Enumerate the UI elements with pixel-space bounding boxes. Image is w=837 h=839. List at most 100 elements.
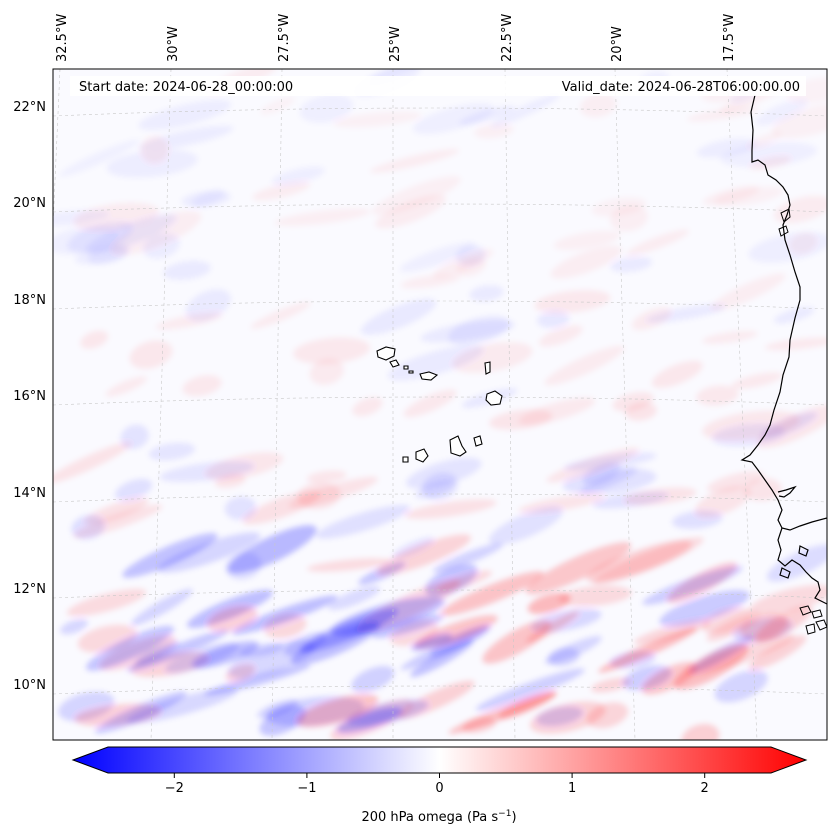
graticule-latitude-line xyxy=(53,685,827,695)
omega-contour-patch xyxy=(749,155,792,170)
omega-contour-patch xyxy=(372,176,461,216)
omega-contour-patch xyxy=(157,532,261,573)
lon-label-17-5w: 17.5°W xyxy=(722,14,737,62)
guinea-bissau-coastline xyxy=(777,527,827,605)
omega-contour-patch xyxy=(749,584,827,616)
lon-label-30w: 30°W xyxy=(166,26,181,62)
omega-contour-patch xyxy=(651,360,703,388)
omega-contour-patch xyxy=(748,635,807,670)
graticule-latitude-line xyxy=(53,589,827,599)
colorbar-label: 200 hPa omega (Pa s−1) xyxy=(361,809,516,825)
omega-contour-patch xyxy=(452,342,533,373)
omega-contour-patch xyxy=(252,181,311,201)
omega-contour-patch xyxy=(773,195,827,224)
omega-contour-patch xyxy=(296,694,379,728)
colorbar-tick-label: −2 xyxy=(165,781,184,796)
lon-label-32-5w: 32.5°W xyxy=(55,14,70,62)
omega-contour-patch xyxy=(306,558,390,572)
omega-contour-patch xyxy=(498,690,557,719)
lat-label-18n: 18°N xyxy=(13,293,46,308)
omega-contour-patch xyxy=(159,461,255,483)
omega-contour-patch xyxy=(369,149,460,173)
omega-contour-patch xyxy=(544,345,625,386)
graticule-longitude-line xyxy=(726,69,758,740)
omega-contour-patch xyxy=(351,665,395,693)
lat-label-12n: 12°N xyxy=(13,582,46,597)
omega-contour-patch xyxy=(405,457,482,489)
omega-contour-patch xyxy=(71,515,105,540)
omega-contour-patch xyxy=(686,106,760,122)
graticule-longitude-line xyxy=(150,69,172,740)
omega-contour-patch xyxy=(612,391,654,412)
omega-contour-patch xyxy=(474,123,514,139)
lon-label-22-5w: 22.5°W xyxy=(500,14,515,62)
omega-contour-patch xyxy=(694,486,751,518)
graticule-longitude-line xyxy=(271,69,283,740)
omega-contour-patch xyxy=(204,664,311,696)
omega-contour-patch xyxy=(315,504,411,539)
omega-contour-patch xyxy=(242,490,321,525)
omega-contour-patch xyxy=(744,478,782,501)
colorbar-tick-label: 2 xyxy=(701,781,709,796)
omega-contour-patch xyxy=(696,385,739,406)
omega-contour-patch xyxy=(336,707,403,733)
omega-contour-patch xyxy=(706,612,761,642)
gambia-coastline xyxy=(777,485,797,498)
lon-label-27-5w: 27.5°W xyxy=(277,14,292,62)
omega-contour-patch xyxy=(771,103,827,139)
omega-contour-patch xyxy=(448,315,510,346)
omega-contour-patch xyxy=(60,619,88,635)
omega-contour-patch xyxy=(748,231,827,263)
omega-contour-patch xyxy=(550,245,622,279)
omega-contour-patch xyxy=(58,139,140,177)
omega-contour-patch xyxy=(142,233,180,259)
omega-contour-patch xyxy=(231,595,338,635)
omega-contour-patch xyxy=(410,639,474,677)
colorbar-ticks: −2 −1 0 1 2 xyxy=(165,773,709,796)
omega-contour-patch xyxy=(138,99,232,131)
omega-contour-patch xyxy=(352,397,383,417)
omega-contour-patch xyxy=(122,533,218,578)
omega-contour-patch xyxy=(696,138,758,158)
lat-label-20n: 20°N xyxy=(13,196,46,211)
omega-contour-patch xyxy=(563,452,657,471)
omega-contour-patch xyxy=(720,142,818,168)
omega-contour-patch xyxy=(714,186,784,207)
omega-contour-patch xyxy=(586,540,692,583)
omega-contour-patch xyxy=(293,337,371,365)
omega-contour-patch xyxy=(631,307,672,331)
omega-contour-patch xyxy=(360,298,437,336)
omega-contour-patch xyxy=(598,627,698,673)
omega-contour-patch xyxy=(766,544,827,582)
omega-contour-patch xyxy=(106,149,198,178)
omega-contour-patch xyxy=(372,614,444,638)
omega-contour-patch xyxy=(399,242,476,273)
omega-contour-patch xyxy=(191,641,259,669)
omega-contour-patch xyxy=(400,274,461,289)
latitude-labels: 22°N 20°N 18°N 16°N 14°N 12°N 10°N xyxy=(13,100,46,693)
omega-contour-patch xyxy=(182,375,222,397)
omega-contour-patch xyxy=(681,723,720,740)
omega-contour-patch xyxy=(609,204,649,232)
omega-contour-patch xyxy=(53,441,132,484)
omega-contour-patch xyxy=(642,566,743,605)
omega-contour-patch xyxy=(702,330,758,344)
omega-contour-patch xyxy=(105,376,148,397)
lat-label-22n: 22°N xyxy=(13,100,46,115)
omega-contour-patch xyxy=(731,372,783,389)
lon-label-20w: 20°W xyxy=(610,26,625,62)
omega-contour-patch xyxy=(707,471,765,493)
omega-contour-patch xyxy=(155,312,223,330)
graticule-latitude-line xyxy=(53,396,827,406)
omega-contour-patch xyxy=(527,592,571,614)
omega-contour-patch xyxy=(227,525,317,574)
omega-contour-patch xyxy=(529,701,606,734)
graticule-latitude-line xyxy=(53,493,827,503)
colorbar-tick-label: −1 xyxy=(297,781,316,796)
omega-contour-patch xyxy=(411,633,453,651)
cape-verde-islands xyxy=(376,346,503,463)
omega-contour-patch xyxy=(459,105,516,126)
omega-contour-patch xyxy=(490,93,560,128)
omega-contour-patch xyxy=(309,358,344,385)
omega-contour-patch xyxy=(553,230,621,251)
